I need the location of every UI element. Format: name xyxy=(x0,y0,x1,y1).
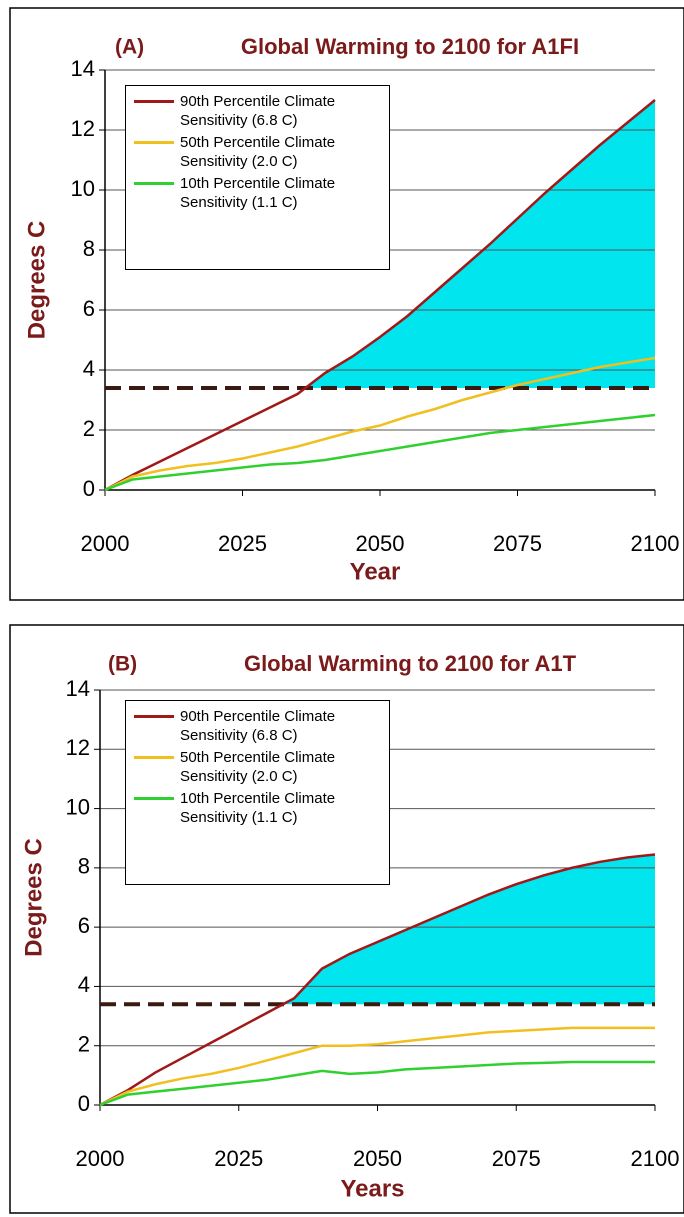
series-line xyxy=(104,356,656,492)
x-tick-label: 2100 xyxy=(631,1146,680,1171)
chart-panel: (A) Global Warming to 2100 for A1FI Degree… xyxy=(9,7,684,601)
legend-swatch xyxy=(134,182,174,185)
legend-swatch xyxy=(134,715,174,718)
x-tick-label: 2075 xyxy=(492,1146,541,1171)
panel-frame xyxy=(9,624,684,1214)
legend-item: 10th Percentile Climate Sensitivity (1.1… xyxy=(134,789,381,827)
x-tick-label: 2025 xyxy=(218,531,267,556)
chart-title: Global Warming to 2100 for A1FI xyxy=(241,34,579,59)
legend-swatch xyxy=(134,100,174,103)
chart-panel: (B) Global Warming to 2100 for A1T Degrees… xyxy=(9,624,684,1214)
y-axis-label: Degrees C xyxy=(20,838,47,957)
x-tick-label: 2000 xyxy=(81,531,130,556)
legend-label: 50th Percentile Climate Sensitivity (2.0… xyxy=(180,749,336,785)
panel-label: (A) xyxy=(115,36,144,59)
legend-swatch xyxy=(134,756,174,759)
exceedance-area xyxy=(283,854,655,1005)
y-tick-label: 8 xyxy=(83,236,95,261)
y-tick-label: 10 xyxy=(66,794,90,819)
y-tick-label: 12 xyxy=(71,116,95,141)
x-tick-label: 2050 xyxy=(353,1146,402,1171)
legend-swatch xyxy=(134,141,174,144)
y-tick-label: 0 xyxy=(83,476,95,501)
x-tick-label: 2000 xyxy=(76,1146,125,1171)
legend: 90th Percentile Climate Sensitivity (6.8… xyxy=(125,700,390,885)
x-axis-label: Years xyxy=(340,1175,404,1202)
legend-label: 10th Percentile Climate Sensitivity (1.1… xyxy=(180,790,336,826)
x-tick-label: 2100 xyxy=(631,531,680,556)
x-tick-label: 2025 xyxy=(214,1146,263,1171)
legend-item: 10th Percentile Climate Sensitivity (1.1… xyxy=(134,174,381,212)
y-tick-label: 6 xyxy=(83,296,95,321)
y-tick-label: 4 xyxy=(83,356,95,381)
x-tick-label: 2075 xyxy=(493,531,542,556)
y-tick-label: 2 xyxy=(83,416,95,441)
chart-title: Global Warming to 2100 for A1T xyxy=(244,651,577,676)
y-tick-label: 4 xyxy=(78,972,90,997)
series-line xyxy=(104,413,656,492)
legend-label: 10th Percentile Climate Sensitivity (1.1… xyxy=(180,175,336,211)
series-line xyxy=(99,1026,655,1107)
legend-item: 90th Percentile Climate Sensitivity (6.8… xyxy=(134,707,381,745)
y-tick-label: 8 xyxy=(78,854,90,879)
y-tick-label: 12 xyxy=(66,735,90,760)
legend-item: 50th Percentile Climate Sensitivity (2.0… xyxy=(134,133,381,171)
exceedance-area xyxy=(305,100,655,388)
panel-label: (B) xyxy=(108,653,137,676)
y-axis-label: Degrees C xyxy=(23,221,50,340)
legend-item: 50th Percentile Climate Sensitivity (2.0… xyxy=(134,748,381,786)
y-tick-label: 2 xyxy=(78,1032,90,1057)
series-line xyxy=(99,853,656,1107)
series-line xyxy=(99,1060,655,1107)
x-axis-label: Year xyxy=(350,558,401,585)
y-tick-label: 14 xyxy=(66,676,90,701)
y-tick-label: 6 xyxy=(78,913,90,938)
y-tick-label: 14 xyxy=(71,56,95,81)
legend-label: 90th Percentile Climate Sensitivity (6.8… xyxy=(180,708,336,744)
y-tick-label: 0 xyxy=(78,1091,90,1116)
legend-label: 50th Percentile Climate Sensitivity (2.0… xyxy=(180,134,336,170)
panel-frame xyxy=(9,7,684,601)
x-tick-label: 2050 xyxy=(356,531,405,556)
y-tick-label: 10 xyxy=(71,176,95,201)
legend-swatch xyxy=(134,797,174,800)
legend: 90th Percentile Climate Sensitivity (6.8… xyxy=(125,85,390,270)
legend-item: 90th Percentile Climate Sensitivity (6.8… xyxy=(134,92,381,130)
series-line xyxy=(104,99,656,492)
legend-label: 90th Percentile Climate Sensitivity (6.8… xyxy=(180,93,336,129)
